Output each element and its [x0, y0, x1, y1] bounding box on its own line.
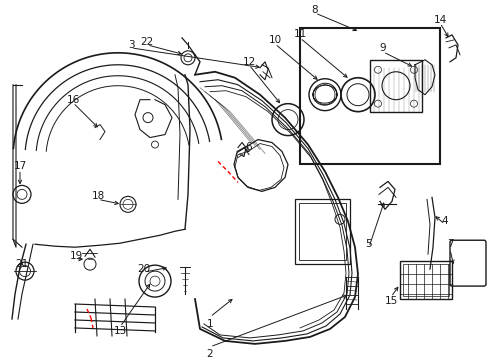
Text: 16: 16 [66, 95, 80, 105]
Text: 11: 11 [293, 29, 306, 39]
Text: 12: 12 [242, 57, 255, 67]
Text: 17: 17 [13, 162, 26, 171]
Text: 2: 2 [206, 349, 213, 359]
Text: 13: 13 [113, 326, 126, 336]
Text: 4: 4 [441, 216, 447, 226]
Text: 9: 9 [379, 43, 386, 53]
Bar [298, 203, 346, 260]
Text: 5: 5 [365, 239, 371, 249]
Text: 19: 19 [69, 251, 82, 261]
Text: 14: 14 [432, 15, 446, 25]
Text: 20: 20 [137, 264, 150, 274]
Text: 18: 18 [91, 192, 104, 201]
Bar [402, 264, 448, 296]
Text: 7: 7 [446, 239, 452, 249]
Text: 21: 21 [15, 259, 29, 269]
Bar [299, 28, 439, 165]
Text: 10: 10 [268, 35, 281, 45]
Text: 1: 1 [206, 319, 213, 329]
Bar [369, 60, 421, 112]
Text: 22: 22 [140, 37, 153, 47]
Bar [399, 261, 451, 299]
Text: 3: 3 [127, 40, 134, 50]
Text: 15: 15 [384, 296, 397, 306]
Text: 8: 8 [311, 5, 318, 15]
Bar [294, 199, 349, 264]
Text: 6: 6 [245, 141, 252, 152]
